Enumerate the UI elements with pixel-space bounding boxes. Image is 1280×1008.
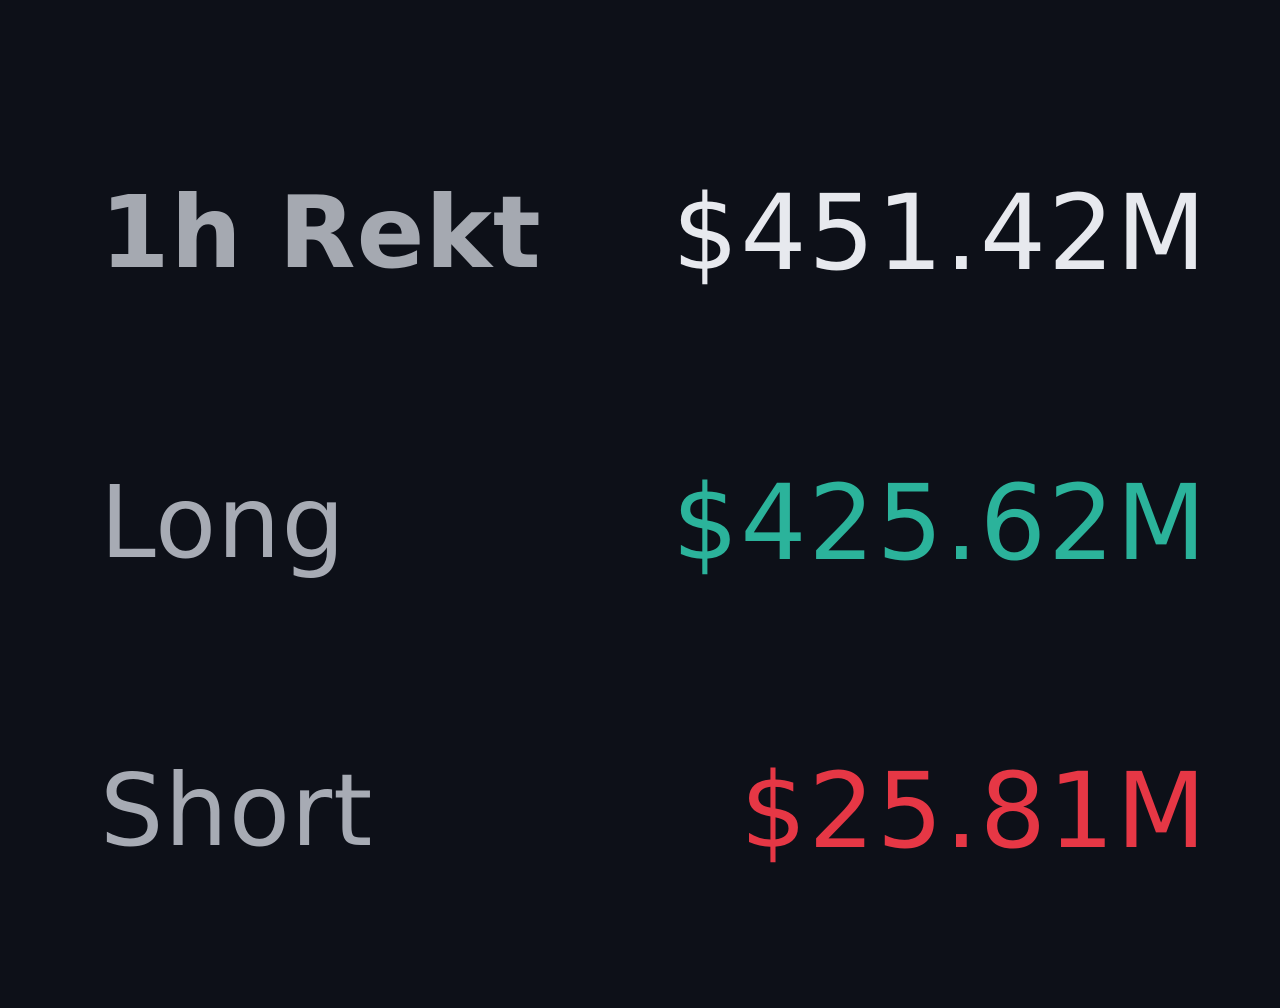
short-value: $25.81M xyxy=(740,750,1208,872)
total-rekt-value: $451.42M xyxy=(672,172,1208,294)
total-rekt-row: 1h Rekt $451.42M xyxy=(100,168,1208,298)
short-row: Short $25.81M xyxy=(100,746,1208,876)
long-label: Long xyxy=(100,464,346,581)
long-row: Long $425.62M xyxy=(100,458,1208,588)
long-value: $425.62M xyxy=(672,462,1208,584)
short-label: Short xyxy=(100,752,374,869)
total-rekt-label: 1h Rekt xyxy=(100,174,542,291)
